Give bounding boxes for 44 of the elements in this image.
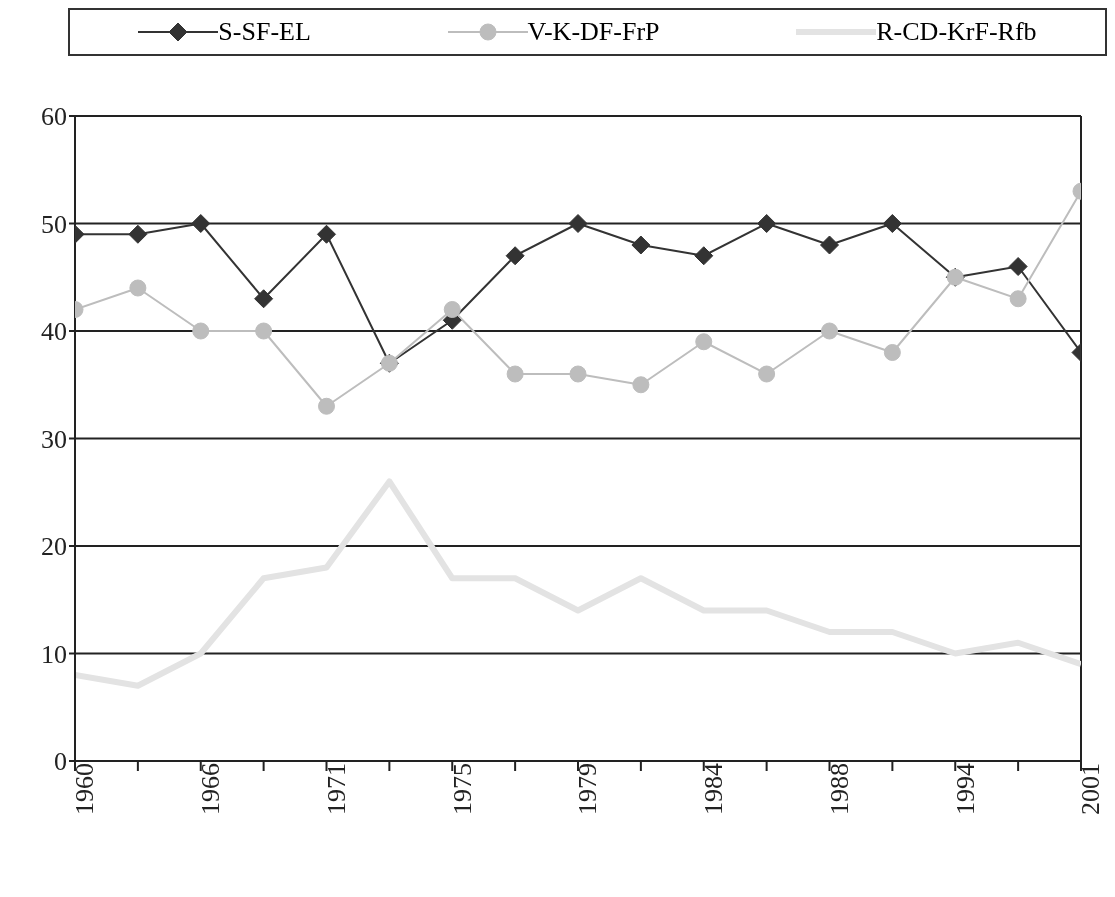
y-tick-label: 20	[41, 532, 67, 562]
point	[695, 333, 713, 351]
point	[1009, 290, 1027, 308]
point	[694, 246, 714, 266]
point	[757, 214, 777, 233]
point	[1008, 257, 1028, 276]
point	[821, 322, 838, 340]
point	[631, 235, 651, 255]
point	[191, 214, 211, 233]
point	[443, 301, 461, 318]
y-tick-label: 50	[41, 209, 67, 239]
point	[758, 365, 776, 383]
x-tick-label: 1971	[321, 763, 351, 815]
point	[569, 365, 587, 383]
x-tick-label: 2001	[1076, 763, 1106, 815]
point	[317, 224, 336, 244]
point	[254, 289, 274, 309]
point	[820, 235, 839, 255]
y-tick-label: 10	[41, 639, 67, 669]
x-tick-label: 1984	[699, 763, 729, 815]
point	[568, 214, 588, 233]
y-tick-label: 30	[41, 424, 67, 454]
x-tick-label: 1988	[824, 763, 854, 815]
x-tick-label: 1960	[70, 763, 100, 815]
point	[128, 224, 148, 244]
point	[318, 397, 335, 415]
point	[882, 214, 902, 233]
y-tick-label: 0	[54, 747, 67, 777]
legend-label: R-CD-KrF-Rfb	[876, 17, 1037, 47]
point	[632, 376, 650, 394]
legend-label: V-K-DF-FrP	[527, 17, 660, 47]
x-tick-label: 1975	[447, 763, 477, 815]
point	[506, 365, 524, 383]
point	[255, 322, 273, 340]
x-tick-label: 1994	[950, 763, 980, 815]
x-tick-label: 1979	[573, 763, 603, 815]
legend-label: S-SF-EL	[218, 17, 311, 47]
point	[129, 279, 147, 297]
point	[505, 246, 525, 266]
y-tick-label: 60	[41, 102, 67, 132]
point	[883, 344, 901, 361]
point	[192, 322, 210, 340]
x-tick-label: 1966	[196, 763, 226, 815]
y-tick-label: 40	[41, 317, 67, 347]
